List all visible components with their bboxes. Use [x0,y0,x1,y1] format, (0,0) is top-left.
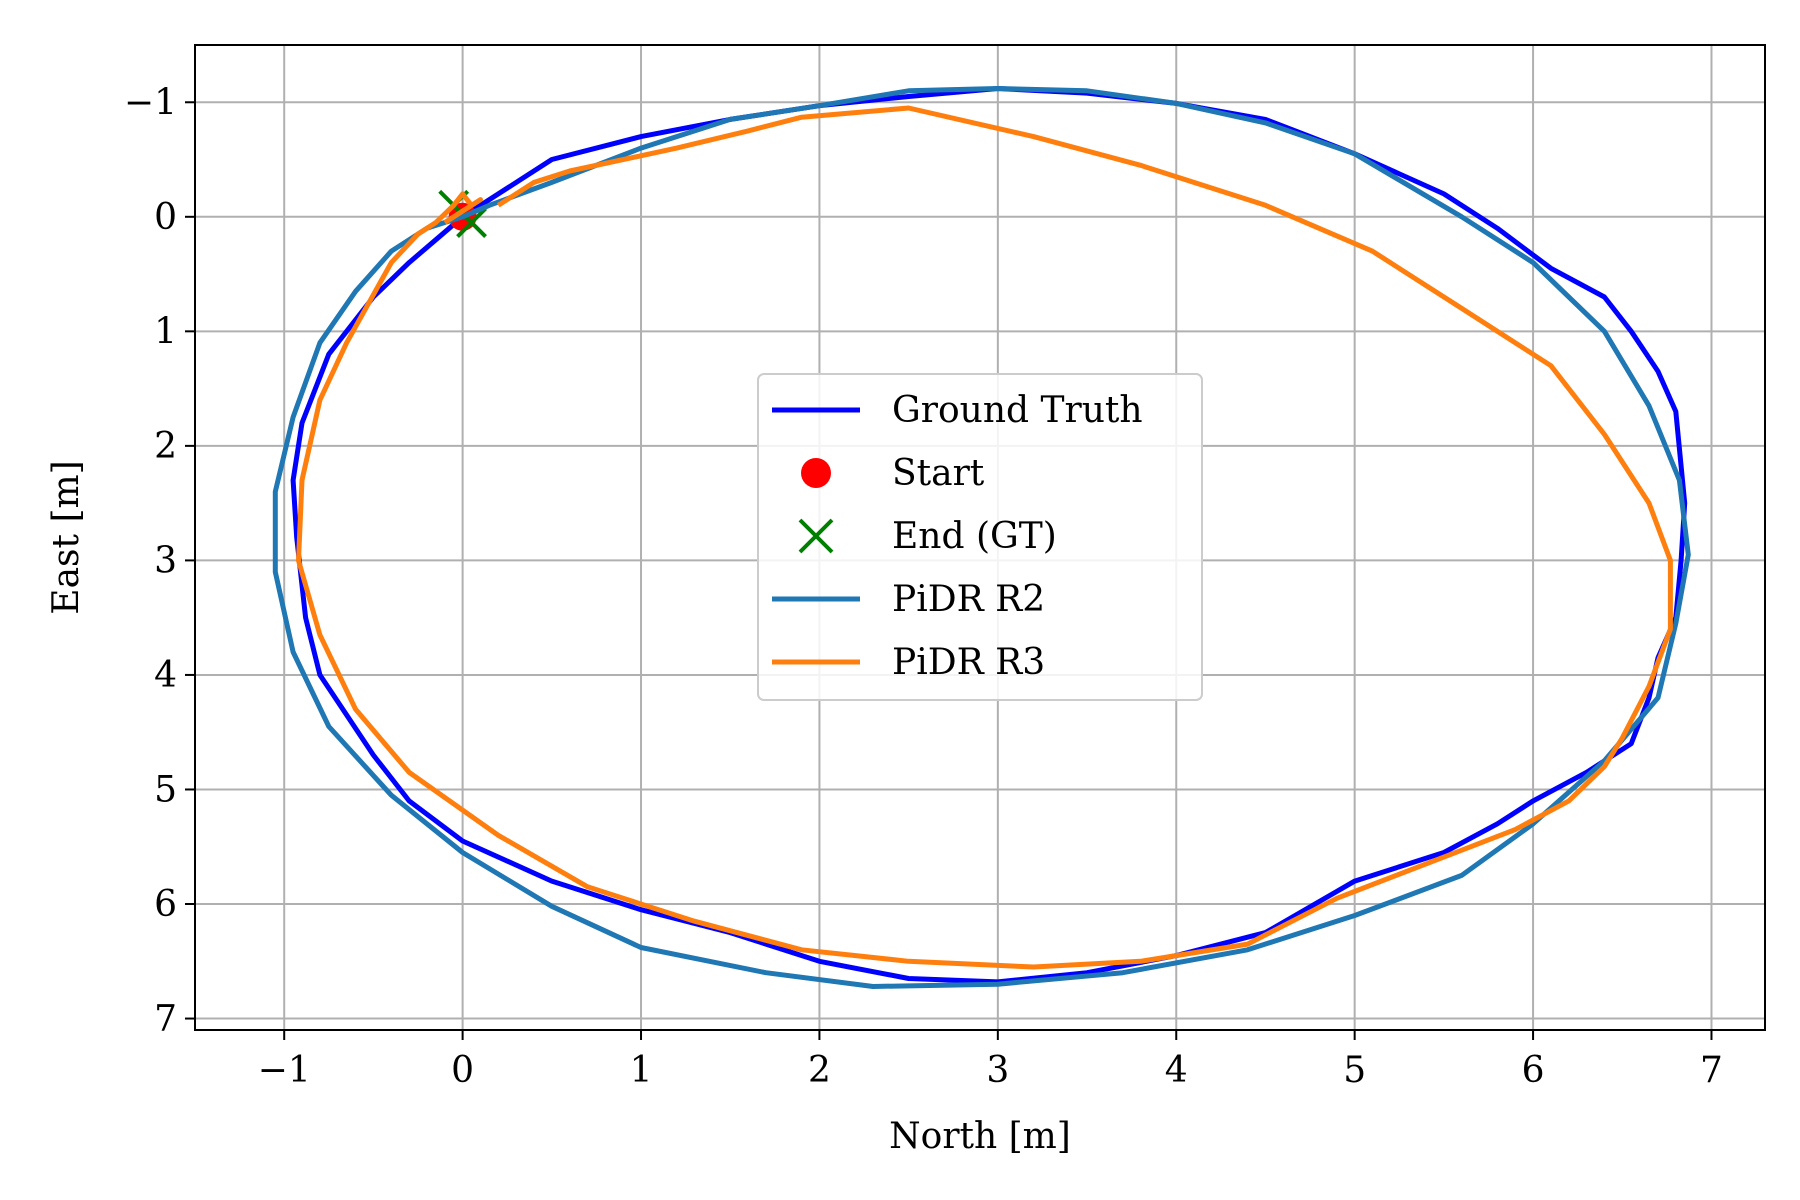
legend-label: End (GT) [892,516,1057,557]
y-tick-label: 1 [154,311,177,352]
x-tick-label: 4 [1165,1050,1188,1091]
plot-frame [194,44,1766,1031]
x-tick-label: 2 [808,1050,831,1091]
ticks: −1 0 1 2 3 4 5 6 7 −1 0 1 2 3 4 5 6 7 [124,82,1723,1091]
x-tick-label: 6 [1522,1050,1545,1091]
legend-swatch [798,518,834,554]
legend-label: PiDR R3 [892,642,1045,683]
y-tick-label: 6 [154,884,177,925]
pidr-r2-line [272,86,1691,989]
legend-label: PiDR R2 [892,579,1045,620]
x-tick-label: 1 [630,1050,653,1091]
legend-item-ground-truth: Ground Truth [772,390,1143,431]
y-tick-label: 7 [154,999,177,1040]
y-tick-label: 3 [154,540,177,581]
x-tick-label: −1 [258,1050,311,1091]
x-tick-label: 3 [986,1050,1009,1091]
legend-box [757,373,1203,701]
legend-item-pidr-r2: PiDR R2 [772,579,1045,620]
legend-label: Start [892,453,985,494]
y-tick-label: −1 [124,82,177,123]
legend-item-pidr-r3: PiDR R3 [772,642,1045,683]
pidr-r3-line [296,105,1673,970]
y-tick-label: 2 [154,426,177,467]
legend-item-end: End (GT) [798,516,1057,557]
legend-label: Ground Truth [892,390,1143,431]
legend-swatch [801,458,831,488]
y-tick-label: 4 [154,655,177,696]
legend-item-start: Start [801,453,985,494]
y-tick-label: 5 [154,769,177,810]
x-tick-label: 0 [451,1050,474,1091]
series-group [272,86,1691,989]
y-tick-label: 0 [154,197,177,238]
x-tick-label: 5 [1343,1050,1366,1091]
x-tick-label: 7 [1700,1050,1723,1091]
x-axis-label: North [m] [889,1116,1071,1157]
legend: Ground Truth Start End (GT) PiDR R2 PiDR R3 [757,373,1203,701]
y-axis-label: East [m] [46,460,87,614]
